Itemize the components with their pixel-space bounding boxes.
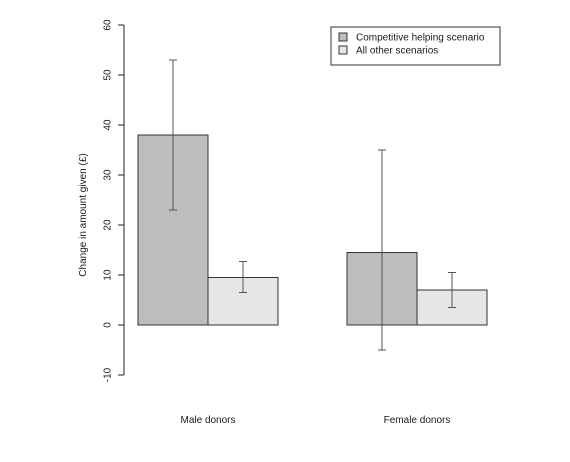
bars: [137, 134, 488, 326]
error-bar: [169, 59, 177, 211]
category-label: Male donors: [180, 415, 235, 426]
y-axis: -10 0 10 20 30 40 50 60: [103, 19, 125, 382]
y-tick-label: 40: [103, 119, 114, 131]
legend-label: Competitive helping scenario: [356, 33, 485, 44]
legend-swatch: [338, 32, 348, 42]
category-labels: Male donors Female donors: [180, 415, 450, 426]
error-bars: [169, 59, 456, 351]
legend-label: All other scenarios: [356, 46, 438, 57]
legend-box: [330, 26, 501, 66]
error-bar: [448, 272, 456, 308]
category-label: Female donors: [384, 415, 451, 426]
y-tick-label: 10: [103, 269, 114, 281]
y-tick-label: 30: [103, 169, 114, 181]
legend-swatch: [338, 45, 348, 55]
error-bar: [378, 149, 386, 351]
y-tick-label: -10: [103, 367, 114, 382]
y-axis-title: Change in amount given (£): [78, 153, 89, 276]
legend: Competitive helping scenario All other sc…: [330, 26, 501, 66]
error-bar: [239, 261, 247, 293]
y-tick-label: 0: [103, 322, 114, 328]
y-tick-label: 20: [103, 219, 114, 231]
y-tick-label: 60: [103, 19, 114, 31]
y-tick-label: 50: [103, 69, 114, 81]
